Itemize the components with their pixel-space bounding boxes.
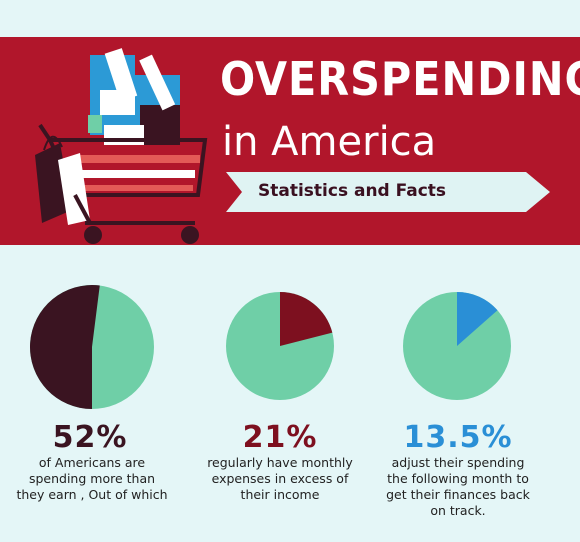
description-line: get their finances back [386, 487, 530, 502]
stat-description-spending-more: of Americans are spending more than they… [0, 455, 187, 503]
description-line: of Americans are [38, 455, 146, 470]
stat-percent-spending-more: 52% [52, 420, 128, 455]
description-line: spending more than [28, 471, 156, 486]
description-line: adjust their spending [391, 455, 525, 470]
ribbon-label: Statistics and Facts [258, 181, 447, 201]
pie-slice-highlight [30, 285, 100, 409]
stat-percent-adjust-spending: 13.5% [403, 420, 513, 455]
description-line: on track. [430, 503, 486, 518]
description-line: the following month to [387, 471, 529, 486]
pie-chart-adjust-spending [403, 292, 511, 400]
stat-description-adjust-spending: adjust their spending the following mont… [363, 455, 553, 519]
pie-chart-monthly-excess [226, 292, 334, 400]
ribbon-banner [226, 172, 550, 212]
pie-slice-highlight [457, 292, 498, 346]
description-line: regularly have monthly [207, 455, 353, 470]
description-line: they earn , Out of which [16, 487, 168, 502]
stat-percent-monthly-excess: 21% [242, 420, 318, 455]
description-line: their income [240, 487, 320, 502]
pie-chart-spending-more [30, 285, 154, 409]
stat-description-monthly-excess: regularly have monthly expenses in exces… [185, 455, 375, 503]
page-subtitle: in America [222, 119, 437, 165]
description-line: expenses in excess of [211, 471, 349, 486]
pie-slice-highlight [280, 292, 333, 346]
shopping-cart-illustration [35, 48, 208, 244]
page-title: OVERSPENDING [220, 52, 580, 106]
